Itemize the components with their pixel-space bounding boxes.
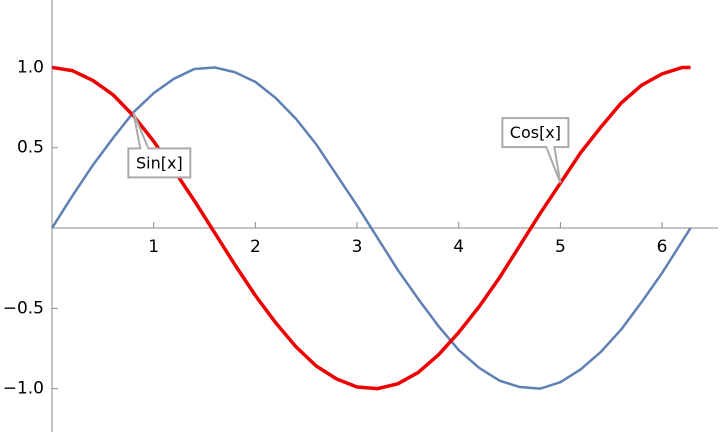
y-tick-label: −0.5 xyxy=(3,298,44,318)
callout-pointer xyxy=(132,112,150,149)
callout-gap xyxy=(547,145,554,150)
y-tick-label: 1.0 xyxy=(17,57,44,77)
callout-pointer xyxy=(545,146,562,184)
x-tick-label: 4 xyxy=(453,237,464,257)
x-tick-label: 2 xyxy=(250,237,261,257)
callout-box xyxy=(501,117,570,149)
x-tick-label: 6 xyxy=(657,237,668,257)
legend-label: Sin[x] xyxy=(136,153,183,172)
legend-label: Cos[x] xyxy=(510,123,561,142)
y-tick-label: −1.0 xyxy=(3,379,44,399)
x-tick-label: 5 xyxy=(555,237,566,257)
line xyxy=(50,66,692,390)
x-tick-label: 1 xyxy=(148,237,159,257)
callout-box xyxy=(127,147,192,179)
y-tick-label: 0.5 xyxy=(17,138,44,158)
x-tick-label: 3 xyxy=(352,237,363,257)
callout-gap xyxy=(141,146,148,151)
